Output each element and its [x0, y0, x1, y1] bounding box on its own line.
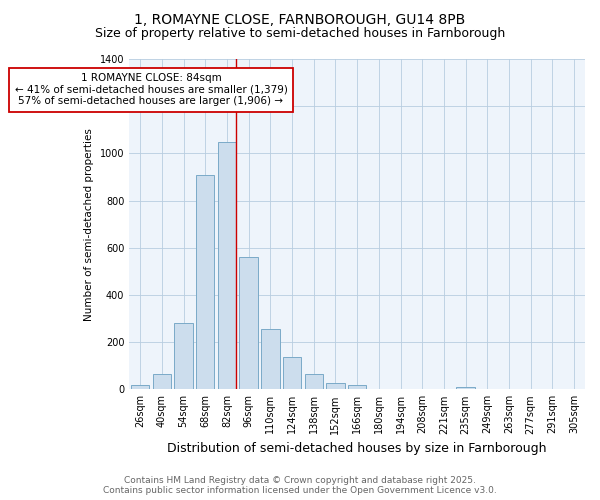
Text: Contains HM Land Registry data © Crown copyright and database right 2025.
Contai: Contains HM Land Registry data © Crown c… — [103, 476, 497, 495]
Y-axis label: Number of semi-detached properties: Number of semi-detached properties — [84, 128, 94, 320]
Bar — [152, 374, 171, 390]
Bar — [196, 174, 214, 390]
Text: 1, ROMAYNE CLOSE, FARNBOROUGH, GU14 8PB: 1, ROMAYNE CLOSE, FARNBOROUGH, GU14 8PB — [134, 12, 466, 26]
Bar — [239, 257, 258, 390]
Text: Size of property relative to semi-detached houses in Farnborough: Size of property relative to semi-detach… — [95, 28, 505, 40]
Bar — [175, 323, 193, 390]
Bar — [261, 329, 280, 390]
Bar — [457, 387, 475, 390]
Bar — [326, 384, 344, 390]
Bar — [131, 384, 149, 390]
X-axis label: Distribution of semi-detached houses by size in Farnborough: Distribution of semi-detached houses by … — [167, 442, 547, 455]
Bar — [305, 374, 323, 390]
Bar — [218, 142, 236, 390]
Bar — [283, 358, 301, 390]
Bar — [348, 384, 367, 390]
Text: 1 ROMAYNE CLOSE: 84sqm
← 41% of semi-detached houses are smaller (1,379)
57% of : 1 ROMAYNE CLOSE: 84sqm ← 41% of semi-det… — [14, 73, 287, 106]
